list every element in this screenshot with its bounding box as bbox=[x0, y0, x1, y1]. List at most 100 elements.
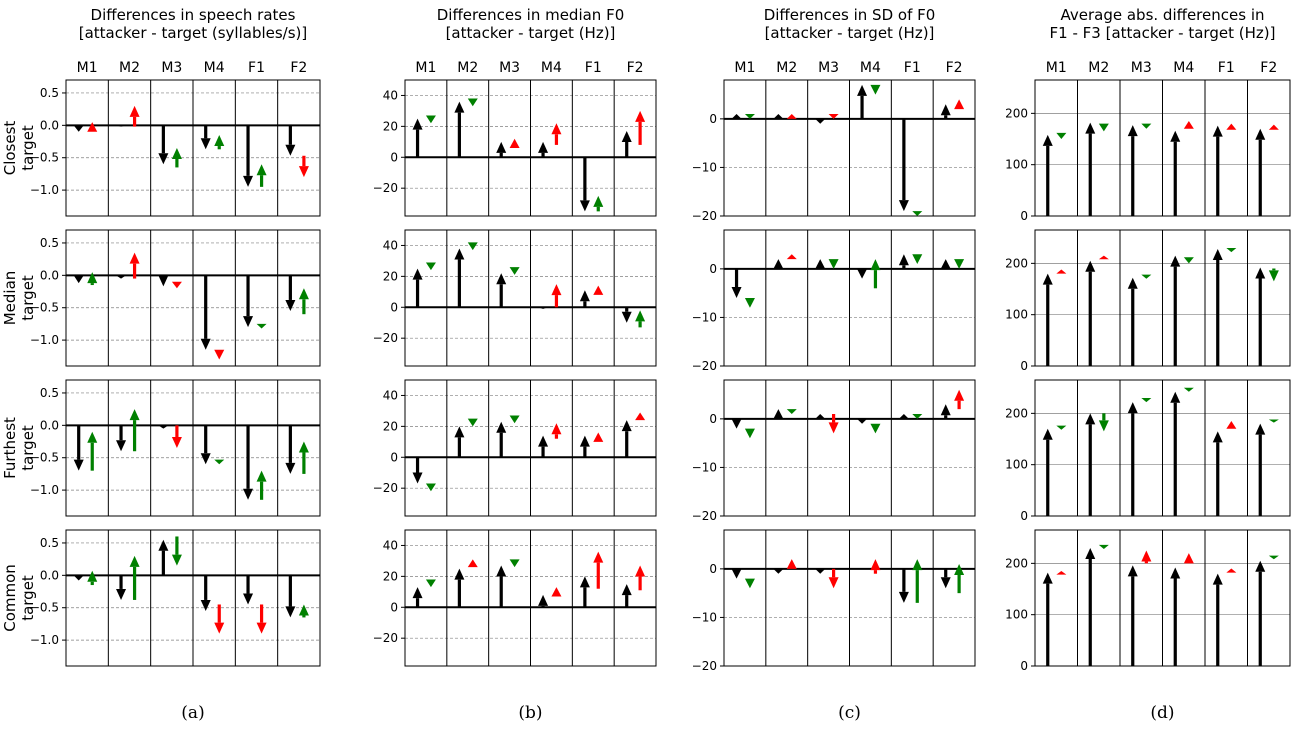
base-arrow-1-0-1 bbox=[454, 101, 465, 158]
change-arrow-0-2-0 bbox=[87, 431, 98, 471]
column-label-2-0: M1 bbox=[734, 60, 755, 76]
y-tick-label-2-0-2: −20 bbox=[692, 209, 717, 223]
change-arrow-1-2-2 bbox=[509, 415, 520, 424]
change-arrow-1-1-4 bbox=[593, 285, 604, 295]
base-arrow-1-2-2 bbox=[496, 421, 507, 458]
subplot-1-1 bbox=[401, 229, 657, 367]
change-arrow-1-3-5 bbox=[635, 565, 646, 591]
base-arrow-1-1-3 bbox=[538, 307, 549, 309]
change-arrow-3-1-0 bbox=[1056, 269, 1067, 274]
change-arrow-2-2-4 bbox=[912, 414, 923, 419]
change-arrow-3-2-4 bbox=[1226, 421, 1237, 429]
row-label-0: Closesttarget bbox=[1, 121, 37, 176]
change-arrow-3-0-3 bbox=[1183, 121, 1194, 129]
change-arrow-2-3-3 bbox=[870, 559, 881, 574]
change-arrow-0-2-2 bbox=[171, 425, 182, 448]
base-arrow-0-1-3 bbox=[200, 275, 211, 350]
base-arrow-0-3-4 bbox=[243, 575, 254, 605]
base-arrow-1-0-4 bbox=[579, 157, 590, 212]
base-arrow-1-2-1 bbox=[454, 426, 465, 458]
row-label-3: Commontarget bbox=[1, 564, 37, 632]
panel-title-2-1: [attacker - target (Hz)] bbox=[765, 24, 935, 42]
y-tick-label-1-1-0: 40 bbox=[383, 238, 398, 252]
column-label-0-2: M3 bbox=[161, 60, 182, 76]
base-arrow-2-2-0 bbox=[731, 418, 742, 429]
y-tick-label-1-3-2: 0 bbox=[390, 600, 398, 614]
panel-title-1-1: [attacker - target (Hz)] bbox=[446, 24, 616, 42]
axes-frame bbox=[1034, 379, 1291, 517]
axes-frame bbox=[723, 529, 976, 667]
change-arrow-2-2-2 bbox=[828, 414, 839, 434]
subplot-1-3 bbox=[401, 529, 657, 667]
base-arrow-1-1-2 bbox=[496, 273, 507, 308]
panel-label-0: (a) bbox=[181, 703, 204, 723]
base-arrow-3-3-3 bbox=[1170, 567, 1181, 666]
base-arrow-0-2-3 bbox=[200, 425, 211, 465]
base-arrow-3-3-2 bbox=[1127, 565, 1138, 666]
base-arrow-0-0-0 bbox=[73, 125, 84, 132]
base-arrow-0-0-5 bbox=[285, 125, 296, 156]
change-arrow-3-1-2 bbox=[1141, 274, 1152, 279]
change-arrow-3-3-4 bbox=[1226, 568, 1237, 573]
axes-frame bbox=[723, 379, 976, 517]
base-arrow-2-3-5 bbox=[940, 568, 951, 589]
base-arrow-0-0-3 bbox=[200, 125, 211, 150]
change-arrow-0-0-2 bbox=[171, 148, 182, 168]
base-arrow-3-1-4 bbox=[1212, 248, 1223, 366]
change-arrow-2-3-2 bbox=[828, 568, 839, 589]
column-label-3-0: M1 bbox=[1046, 60, 1067, 76]
base-arrow-1-3-3 bbox=[538, 594, 549, 608]
y-tick-label-3-0-0: 200 bbox=[1005, 106, 1028, 120]
y-tick-label-1-2-3: −20 bbox=[373, 481, 398, 495]
y-tick-label-3-1-1: 100 bbox=[1005, 308, 1028, 322]
base-arrow-3-3-1 bbox=[1085, 547, 1096, 666]
base-arrow-1-3-0 bbox=[412, 587, 423, 608]
base-arrow-0-1-5 bbox=[285, 275, 296, 311]
y-tick-label-3-1-0: 200 bbox=[1005, 256, 1028, 270]
change-arrow-0-1-5 bbox=[298, 288, 309, 315]
subplot-1-2 bbox=[401, 379, 657, 517]
y-tick-label-1-2-1: 20 bbox=[383, 419, 398, 433]
change-arrow-1-2-4 bbox=[593, 432, 604, 442]
change-arrow-2-2-0 bbox=[744, 428, 755, 439]
y-tick-label-2-0-1: −10 bbox=[692, 160, 717, 174]
axes-frame bbox=[404, 379, 657, 517]
base-arrow-3-2-0 bbox=[1042, 428, 1053, 516]
y-tick-label-0-3-1: 0.0 bbox=[40, 568, 59, 582]
column-label-3-1: M2 bbox=[1088, 60, 1109, 76]
change-arrow-3-1-1 bbox=[1098, 255, 1109, 260]
y-tick-label-0-2-0: 0.5 bbox=[40, 386, 59, 400]
base-arrow-1-0-0 bbox=[412, 118, 423, 158]
y-tick-label-0-3-2: −0.5 bbox=[30, 601, 59, 615]
base-arrow-2-2-4 bbox=[898, 414, 909, 419]
change-arrow-1-0-1 bbox=[467, 98, 478, 107]
y-tick-label-1-0-3: −20 bbox=[373, 181, 398, 195]
change-arrow-1-3-2 bbox=[509, 559, 520, 568]
change-arrow-0-0-3 bbox=[214, 135, 225, 150]
column-label-3-4: F1 bbox=[1218, 60, 1235, 76]
change-arrow-1-2-1 bbox=[467, 418, 478, 427]
axes-frame bbox=[404, 529, 657, 667]
change-arrow-1-0-5 bbox=[635, 110, 646, 145]
column-label-3-2: M3 bbox=[1131, 60, 1152, 76]
axes-frame bbox=[1034, 79, 1291, 217]
base-arrow-0-0-4 bbox=[243, 125, 254, 187]
change-arrow-3-1-5 bbox=[1268, 268, 1279, 282]
subplot-2-2 bbox=[720, 379, 976, 517]
change-arrow-3-0-5 bbox=[1268, 124, 1279, 130]
change-arrow-0-1-4 bbox=[256, 323, 267, 329]
column-label-1-0: M1 bbox=[415, 60, 436, 76]
y-tick-label-0-1-0: 0.5 bbox=[40, 236, 59, 250]
base-arrow-2-3-1 bbox=[773, 568, 784, 574]
change-arrow-3-3-2 bbox=[1141, 550, 1152, 564]
base-arrow-3-2-4 bbox=[1212, 431, 1223, 516]
base-arrow-1-1-5 bbox=[621, 307, 632, 323]
base-arrow-3-2-5 bbox=[1255, 423, 1266, 516]
base-arrow-2-1-3 bbox=[857, 268, 868, 279]
y-tick-label-1-3-1: 20 bbox=[383, 569, 398, 583]
base-arrow-3-3-5 bbox=[1255, 560, 1266, 666]
y-tick-label-0-1-2: −0.5 bbox=[30, 301, 59, 315]
y-tick-label-1-1-1: 20 bbox=[383, 269, 398, 283]
change-arrow-3-2-3 bbox=[1183, 387, 1194, 392]
y-tick-label-2-0-0: 0 bbox=[709, 112, 717, 126]
